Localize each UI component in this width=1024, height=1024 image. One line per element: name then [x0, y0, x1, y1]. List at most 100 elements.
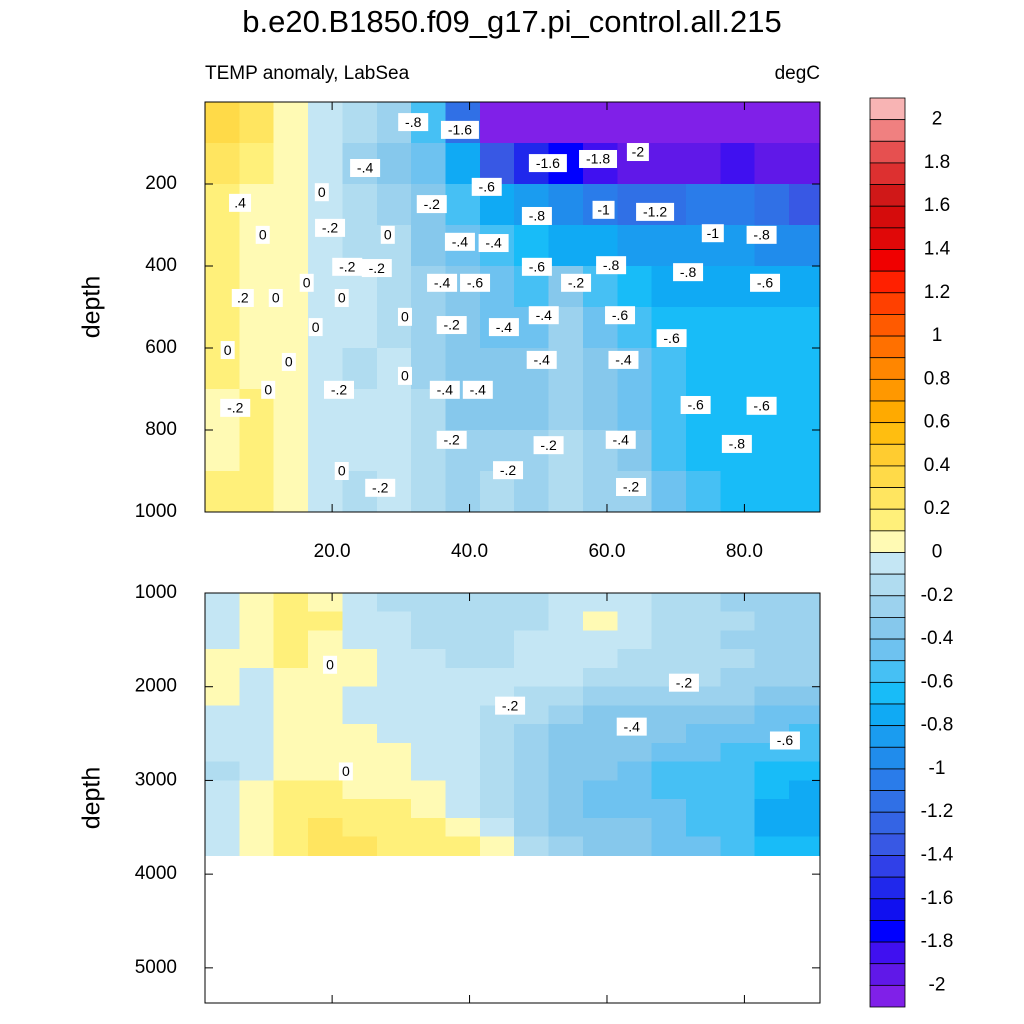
contour-cell: [342, 649, 378, 669]
plot-frame: [204, 592, 821, 1004]
contour-cell: [514, 667, 550, 688]
contour-cell: [651, 630, 687, 650]
contour-label: .2: [237, 290, 249, 306]
contour-label: -.4: [615, 352, 632, 368]
contour-cell: [686, 611, 721, 632]
colorbar-box: [869, 920, 906, 943]
contour-cell: [720, 780, 756, 800]
contour-cell: [342, 630, 378, 650]
contour-cell: [411, 611, 447, 632]
contour-label: 0: [401, 368, 409, 384]
contour-cell: [789, 817, 820, 838]
contour-label: -.2: [331, 382, 348, 398]
contour-cell: [582, 742, 618, 763]
contour-cell: [239, 611, 275, 632]
contour-label: -1: [597, 202, 610, 218]
contour-label-bg: [436, 430, 467, 449]
colorbar-box: [869, 811, 906, 835]
contour-cell: [308, 630, 344, 650]
contour-label-bg: [462, 380, 493, 399]
contour-cell: [239, 742, 275, 763]
contour-cell: [479, 593, 515, 613]
colorbar-box: [869, 508, 906, 532]
contour-label-bg: [261, 380, 276, 399]
contour-cell: [273, 686, 309, 707]
contour-cell: [445, 667, 481, 688]
contour-cell: [445, 761, 481, 782]
contour-cell: [582, 705, 618, 725]
contour-cell: [720, 649, 756, 669]
y-tick-label: 400: [145, 255, 177, 276]
contour-cell: [273, 307, 309, 349]
contour-label-bg: [579, 149, 618, 168]
contour-label-bg: [440, 120, 479, 139]
contour-cell: [342, 705, 378, 725]
contour-label: 0: [342, 763, 350, 779]
contour-cell: [789, 630, 820, 650]
colorbar-box: [869, 768, 906, 791]
contour-label-bg: [334, 288, 349, 307]
colorbar-box: [869, 855, 906, 878]
contour-cell: [720, 143, 756, 185]
contour-cell: [445, 630, 481, 650]
contour-cell: [651, 430, 687, 472]
contour-cell: [514, 799, 550, 819]
colorbar-box: [869, 660, 906, 683]
contour-cell: [411, 799, 447, 819]
contour-cell: [720, 611, 756, 632]
colorbar-box: [869, 205, 906, 229]
contour-label: 0: [259, 227, 267, 243]
contour-cell: [273, 102, 309, 144]
contour-cell: [686, 184, 721, 226]
colorbar-box: [869, 335, 906, 359]
contour-cell: [376, 817, 412, 838]
contour-cell: [617, 389, 653, 431]
subtitle-left: TEMP anomaly, LabSea: [205, 63, 410, 84]
contour-cell: [445, 742, 481, 763]
contour-cell: [342, 836, 378, 856]
contour-label: -.2: [623, 479, 640, 495]
contour-cell: [411, 667, 447, 688]
contour-cell: [205, 836, 240, 856]
contour-cell: [720, 836, 756, 856]
contour-cell: [754, 471, 790, 512]
contour-cell: [789, 686, 820, 707]
contour-label: -.2: [502, 697, 519, 713]
contour-cell: [205, 724, 240, 744]
contour-cell: [342, 667, 378, 688]
contour-cell: [582, 836, 618, 856]
contour-cell: [411, 686, 447, 707]
colorbar-box: [869, 162, 906, 185]
contour-cell: [411, 705, 447, 725]
contour-label: -.8: [529, 208, 546, 224]
contour-cell: [514, 649, 550, 669]
colorbar-box: [869, 617, 906, 640]
contour-cell: [376, 143, 412, 185]
contour-label-bg: [361, 259, 392, 278]
contour-cell: [789, 471, 820, 512]
contour-label-bg: [721, 434, 752, 453]
contour-cell: [308, 836, 344, 856]
contour-label-bg: [436, 316, 467, 335]
contour-label: 0: [285, 354, 293, 370]
contour-label: -1.6: [448, 122, 472, 138]
contour-cell: [479, 611, 515, 632]
contour-cell: [308, 799, 344, 819]
colorbar-box: [869, 746, 906, 770]
contour-cell: [651, 593, 687, 613]
contour-cell: [720, 817, 756, 838]
contour-cell: [514, 630, 550, 650]
contour-label-bg: [521, 206, 552, 225]
contour-cell: [789, 430, 820, 472]
contour-cell: [445, 611, 481, 632]
contour-cell: [273, 225, 309, 267]
contour-label: -1: [707, 225, 720, 241]
colorbar-label: -1.4: [921, 845, 954, 866]
field: 0 -.2 -.2 -.4 -.6 0: [205, 593, 820, 856]
contour-cell: [273, 780, 309, 800]
contour-label: 0: [401, 309, 409, 325]
contour-cell: [651, 799, 687, 819]
contour-label-bg: [746, 396, 777, 415]
contour-cell: [720, 348, 756, 390]
colorbar-label: 2: [932, 109, 943, 130]
